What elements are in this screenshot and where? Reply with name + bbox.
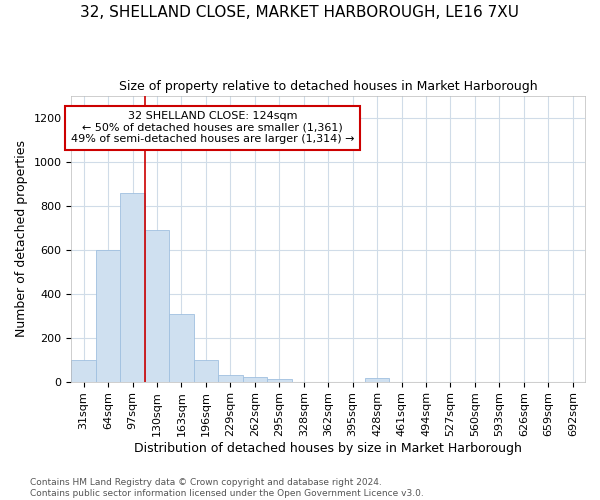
- Title: Size of property relative to detached houses in Market Harborough: Size of property relative to detached ho…: [119, 80, 538, 93]
- Text: 32, SHELLAND CLOSE, MARKET HARBOROUGH, LE16 7XU: 32, SHELLAND CLOSE, MARKET HARBOROUGH, L…: [80, 5, 520, 20]
- Bar: [365, 378, 389, 382]
- Bar: [169, 314, 194, 382]
- X-axis label: Distribution of detached houses by size in Market Harborough: Distribution of detached houses by size …: [134, 442, 522, 455]
- Bar: [218, 375, 242, 382]
- Bar: [145, 230, 169, 382]
- Y-axis label: Number of detached properties: Number of detached properties: [15, 140, 28, 337]
- Bar: [242, 377, 267, 382]
- Bar: [96, 250, 121, 382]
- Text: Contains HM Land Registry data © Crown copyright and database right 2024.
Contai: Contains HM Land Registry data © Crown c…: [30, 478, 424, 498]
- Bar: [267, 380, 292, 382]
- Bar: [71, 360, 96, 382]
- Text: 32 SHELLAND CLOSE: 124sqm
← 50% of detached houses are smaller (1,361)
49% of se: 32 SHELLAND CLOSE: 124sqm ← 50% of detac…: [71, 112, 355, 144]
- Bar: [194, 360, 218, 382]
- Bar: [121, 194, 145, 382]
